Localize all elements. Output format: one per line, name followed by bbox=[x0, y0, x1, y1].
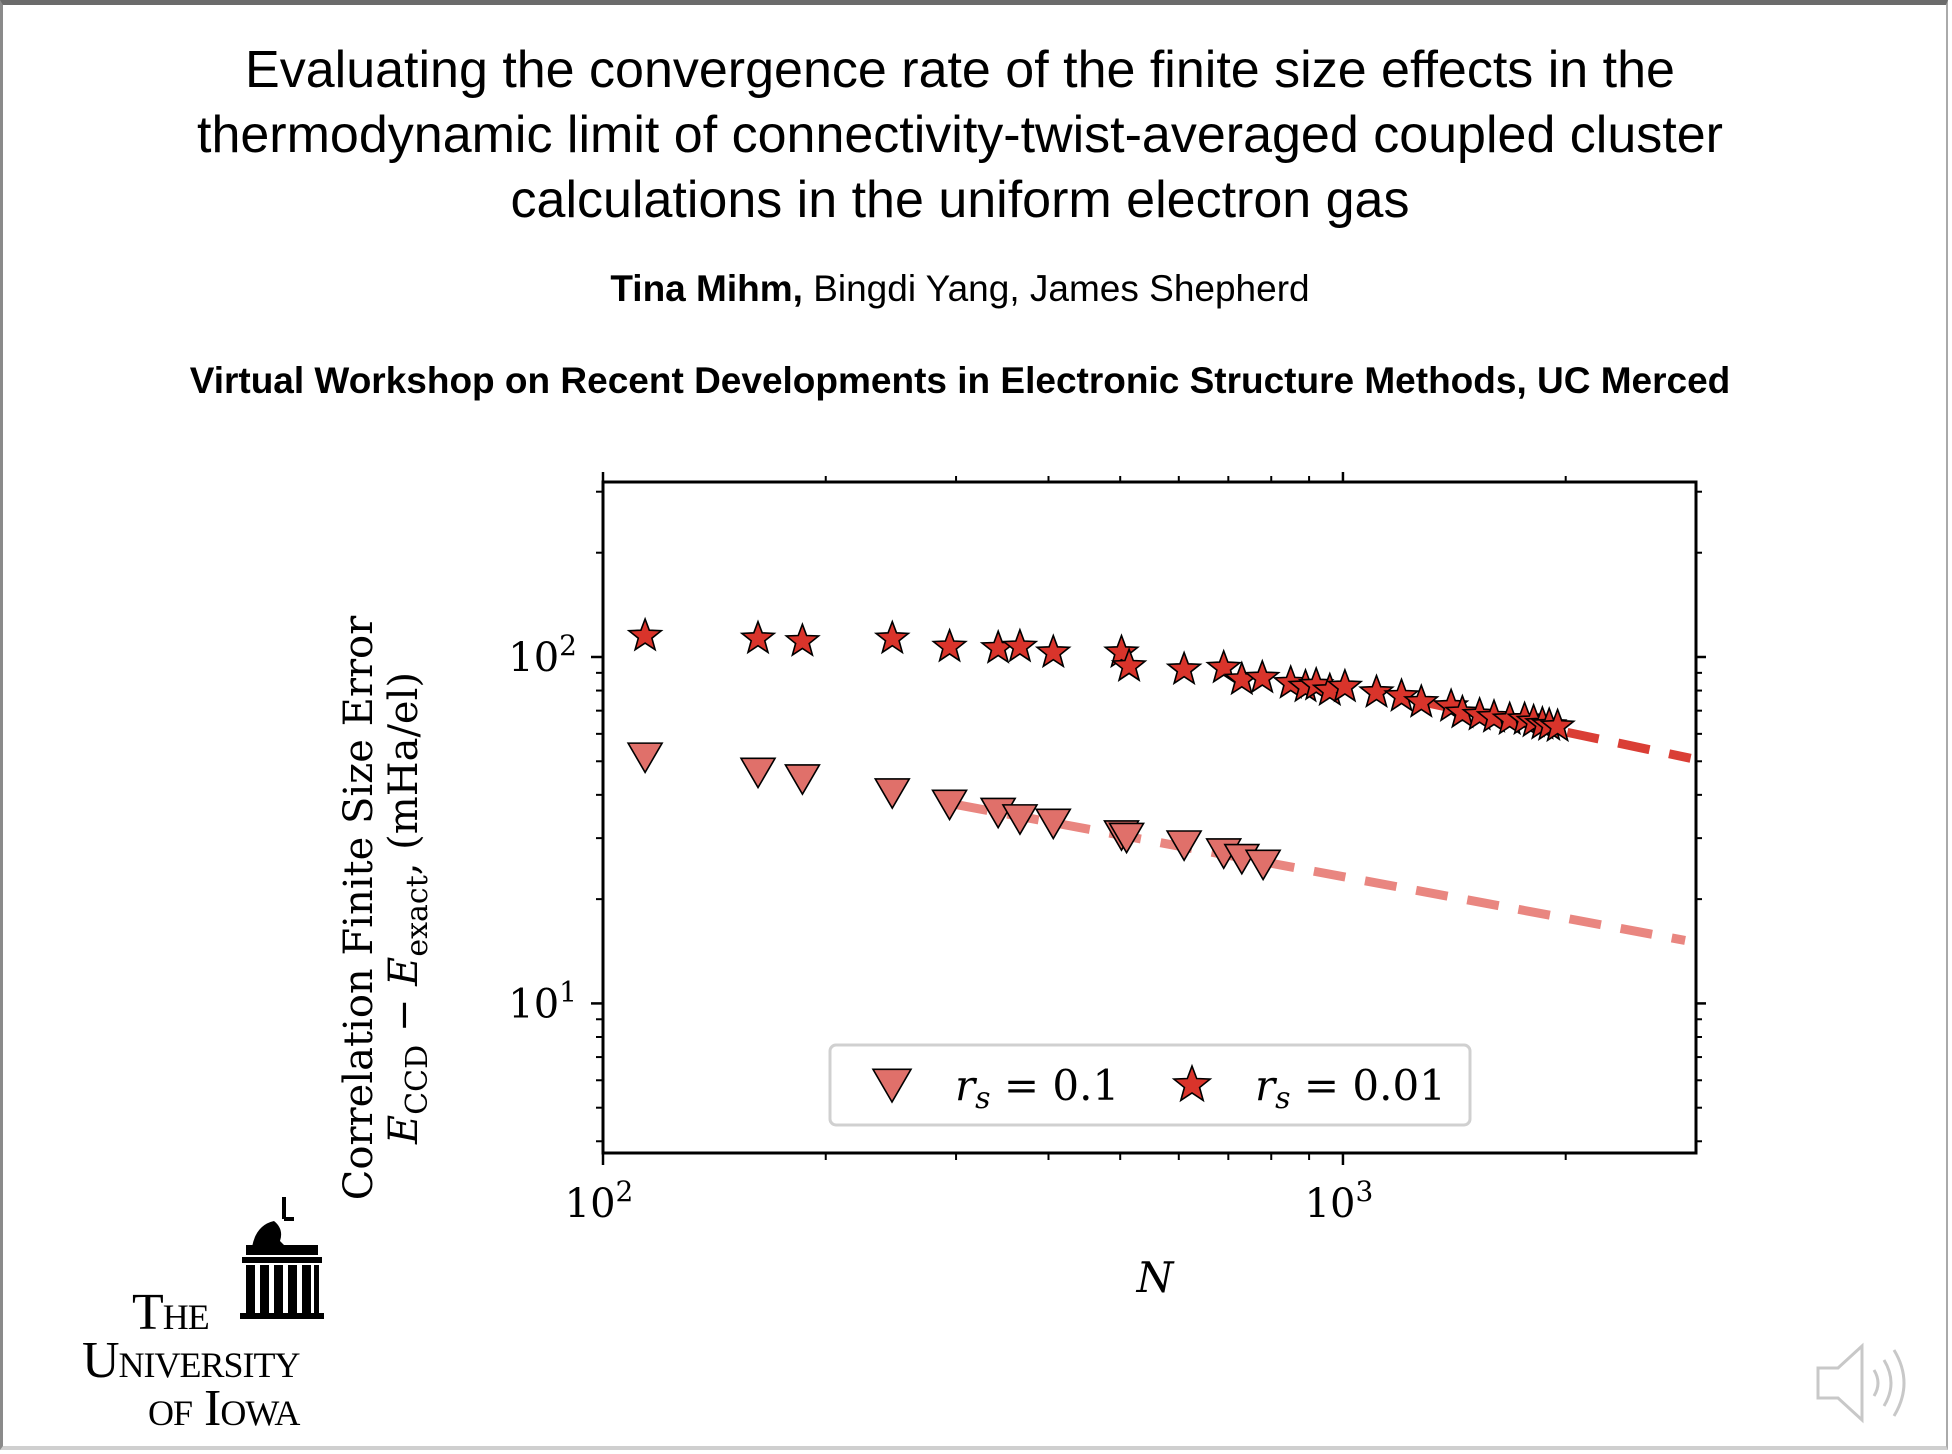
logo-line-university: University bbox=[82, 1332, 301, 1389]
triangle-data-point bbox=[784, 764, 821, 796]
title-line-3: calculations in the uniform electron gas bbox=[510, 171, 1410, 229]
star-data-point bbox=[784, 622, 821, 657]
star-data-point bbox=[1103, 633, 1140, 669]
university-logo: The University of Iowa bbox=[70, 1185, 370, 1445]
triangle-data-point bbox=[1108, 822, 1145, 855]
star-data-point bbox=[1539, 707, 1576, 743]
star-data-point bbox=[626, 616, 664, 652]
old-capitol-icon bbox=[240, 1197, 324, 1319]
presenting-author: Tina Mihm, bbox=[610, 268, 803, 309]
triangle-data-point bbox=[873, 778, 911, 810]
triangle-data-point bbox=[931, 789, 968, 822]
title-line-1: Evaluating the convergence rate of the f… bbox=[245, 41, 1675, 99]
star-data-point bbox=[1034, 633, 1072, 669]
triangle-data-point bbox=[739, 757, 777, 790]
speaker-icon bbox=[1816, 1342, 1906, 1424]
venue-line: Virtual Workshop on Recent Developments … bbox=[189, 360, 1731, 401]
star-data-point bbox=[1402, 683, 1440, 718]
x-axis-label: N bbox=[1136, 1253, 1175, 1302]
legend: rs = 0.1 rs = 0.01 bbox=[828, 1043, 1472, 1127]
plot-frame bbox=[601, 480, 1698, 1155]
title-line-2: thermodynamic limit of connectivity-twis… bbox=[197, 106, 1723, 164]
triangle-data-point bbox=[626, 742, 664, 774]
chart-svg: Correlation Finite Size Error ECCD − Eex… bbox=[336, 472, 1706, 1302]
y-tick-label: 101 bbox=[508, 975, 577, 1027]
y-axis-label: Correlation Finite Size Error ECCD − Eex… bbox=[336, 615, 435, 1200]
star-data-point bbox=[873, 619, 911, 655]
author-list: Tina Mihm, Bingdi Yang, James Shepherd bbox=[0, 268, 1920, 310]
star-data-point bbox=[1001, 627, 1039, 663]
star-data-point bbox=[1326, 667, 1364, 703]
triangle-data-point bbox=[1034, 808, 1072, 841]
fit-line-rs-0-01 bbox=[1413, 695, 1692, 763]
triangle-data-point bbox=[1244, 849, 1282, 882]
co-authors: Bingdi Yang, James Shepherd bbox=[802, 268, 1310, 309]
logo-line-of-iowa: of Iowa bbox=[148, 1380, 300, 1437]
star-data-point bbox=[931, 627, 968, 663]
star-data-point bbox=[1205, 648, 1243, 684]
star-data-point bbox=[1110, 647, 1148, 682]
triangle-data-point bbox=[1165, 830, 1203, 862]
legend-label-rs-0-01: rs = 0.01 bbox=[1255, 1061, 1446, 1116]
speaker-audio-button[interactable] bbox=[1810, 1338, 1920, 1428]
x-tick-label: 102 bbox=[565, 1175, 634, 1227]
star-data-point bbox=[1243, 658, 1281, 694]
slide-title: Evaluating the convergence rate of the f… bbox=[60, 38, 1860, 233]
fit-line-rs-0-1 bbox=[955, 800, 1686, 945]
star-data-point bbox=[1383, 677, 1420, 712]
legend-star-marker bbox=[1171, 1063, 1213, 1103]
star-data-point bbox=[1358, 673, 1395, 709]
x-tick-label: 103 bbox=[1305, 1175, 1374, 1227]
star-data-point bbox=[1444, 693, 1481, 729]
y-axis-label-line-1: Correlation Finite Size Error bbox=[340, 615, 382, 1200]
legend-triangle-marker bbox=[871, 1068, 913, 1104]
logo-line-the: The bbox=[132, 1284, 210, 1341]
y-tick-label: 102 bbox=[508, 629, 577, 681]
axes: 102 103 101 102 bbox=[508, 472, 1706, 1227]
legend-box bbox=[828, 1043, 1472, 1127]
star-data-point bbox=[1165, 650, 1203, 686]
plot-area bbox=[626, 616, 1692, 945]
chart-container: Correlation Finite Size Error ECCD − Eex… bbox=[336, 460, 1740, 1320]
triangle-data-point bbox=[1001, 804, 1039, 836]
legend-label-rs-0-1: rs = 0.1 bbox=[955, 1061, 1119, 1116]
y-axis-label-line-2: ECCD − Eexact, (mHa/el) bbox=[381, 672, 435, 1145]
star-data-point bbox=[739, 619, 777, 655]
